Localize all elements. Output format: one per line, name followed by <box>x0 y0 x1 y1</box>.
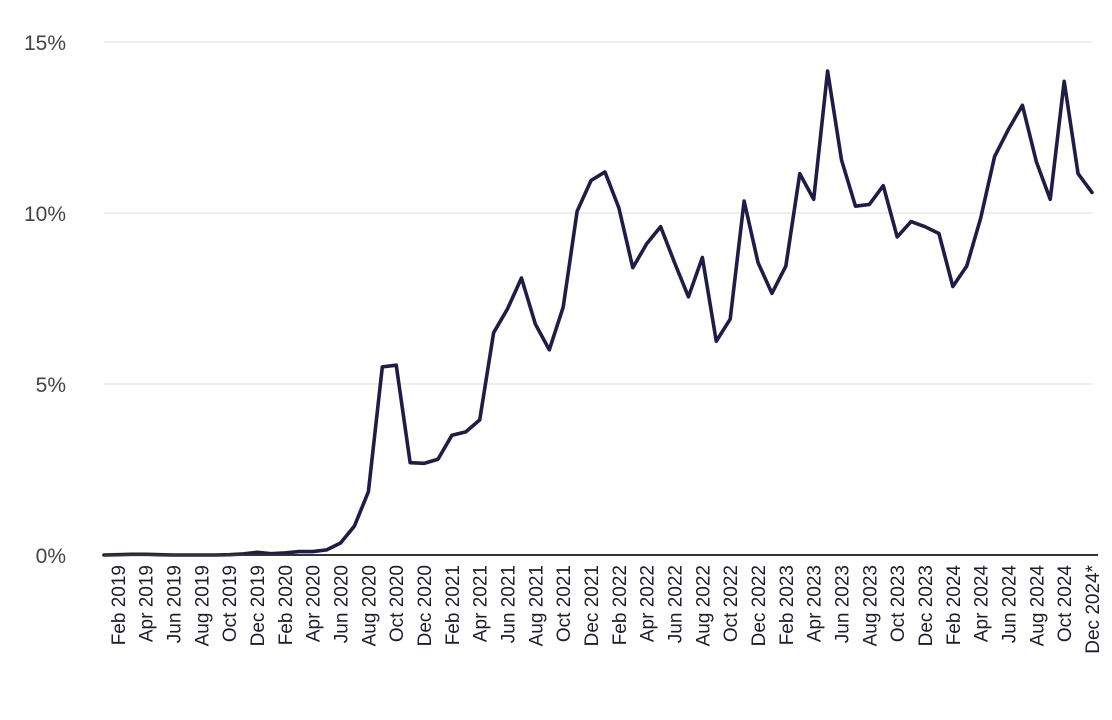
x-tick-label: Aug 2024 <box>1027 565 1048 647</box>
x-tick-label: Apr 2021 <box>471 565 492 642</box>
x-tick-label: Dec 2023 <box>916 565 937 646</box>
x-tick-label: Aug 2023 <box>860 565 881 646</box>
x-tick-label: Feb 2024 <box>944 565 965 646</box>
x-tick-label: Oct 2024 <box>1055 565 1076 643</box>
x-tick-label: Feb 2021 <box>443 565 464 645</box>
x-tick-label: Oct 2021 <box>554 565 575 642</box>
y-tick-label: 5% <box>36 374 66 397</box>
x-tick-label: Feb 2023 <box>777 565 798 645</box>
x-tick-label: Oct 2023 <box>888 565 909 642</box>
x-tick-label: Oct 2022 <box>721 565 742 642</box>
x-tick-label: Dec 2024* <box>1083 564 1104 653</box>
x-axis-tick-labels: Feb 2019 Apr 2019 Jun 2019 Aug 2019 Oct 2019… <box>109 564 1104 653</box>
x-tick-label: Feb 2020 <box>276 565 297 645</box>
x-tick-label: Jun 2023 <box>833 565 854 643</box>
gridlines <box>104 41 1092 385</box>
y-tick-label: 10% <box>24 203 66 226</box>
x-tick-label: Oct 2020 <box>387 565 408 642</box>
x-tick-label: Apr 2019 <box>137 565 158 642</box>
x-tick-label: Jun 2022 <box>666 565 687 643</box>
x-tick-label: Apr 2024 <box>972 565 993 643</box>
x-tick-label: Aug 2022 <box>693 565 714 646</box>
x-tick-label: Dec 2020 <box>415 565 436 646</box>
x-tick-label: Jun 2020 <box>332 565 353 643</box>
x-tick-label: Apr 2022 <box>638 565 659 642</box>
x-tick-label: Dec 2021 <box>582 565 603 646</box>
data-series <box>102 69 1094 557</box>
x-tick-label: Feb 2019 <box>109 565 130 645</box>
x-tick-label: Aug 2020 <box>359 565 380 646</box>
x-tick-label: Dec 2022 <box>749 565 770 646</box>
x-tick-label: Apr 2020 <box>304 565 325 642</box>
x-tick-label: Jun 2019 <box>165 565 186 643</box>
y-tick-label: 0% <box>36 545 66 568</box>
y-tick-label: 15% <box>24 32 66 55</box>
x-tick-label: Jun 2021 <box>499 565 520 643</box>
x-tick-label: Feb 2022 <box>610 565 631 645</box>
y-axis-tick-labels: 0% 5% 10% 15% <box>24 32 66 568</box>
x-tick-label: Dec 2019 <box>248 565 269 646</box>
x-tick-label: Aug 2021 <box>526 565 547 646</box>
x-tick-label: Oct 2019 <box>220 565 241 642</box>
x-tick-label: Aug 2019 <box>192 565 213 646</box>
x-tick-label: Jun 2024 <box>1000 565 1021 644</box>
x-tick-label: Apr 2023 <box>805 565 826 642</box>
series-line <box>102 69 1094 557</box>
